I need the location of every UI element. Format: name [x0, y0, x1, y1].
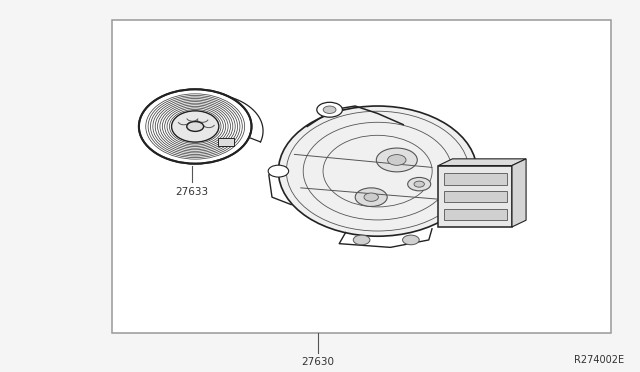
Bar	[438, 166, 512, 227]
Text: 27633: 27633	[175, 187, 209, 197]
Bar	[444, 191, 507, 202]
Bar	[112, 20, 611, 333]
Bar	[444, 209, 507, 220]
Circle shape	[414, 181, 424, 187]
Circle shape	[388, 155, 406, 165]
Circle shape	[364, 193, 378, 201]
Circle shape	[355, 188, 387, 206]
Circle shape	[353, 235, 370, 245]
Polygon shape	[438, 159, 526, 166]
Polygon shape	[512, 159, 526, 227]
Circle shape	[376, 148, 417, 172]
Bar	[218, 138, 234, 146]
Circle shape	[323, 106, 336, 113]
Circle shape	[408, 177, 431, 191]
Circle shape	[317, 102, 342, 117]
Ellipse shape	[139, 89, 252, 164]
Circle shape	[187, 122, 204, 131]
Text: 27630: 27630	[301, 357, 335, 367]
Ellipse shape	[172, 111, 219, 142]
Text: R274002E: R274002E	[574, 355, 624, 365]
Circle shape	[268, 165, 289, 177]
Ellipse shape	[278, 106, 477, 236]
Circle shape	[403, 235, 419, 245]
Bar	[444, 173, 507, 185]
